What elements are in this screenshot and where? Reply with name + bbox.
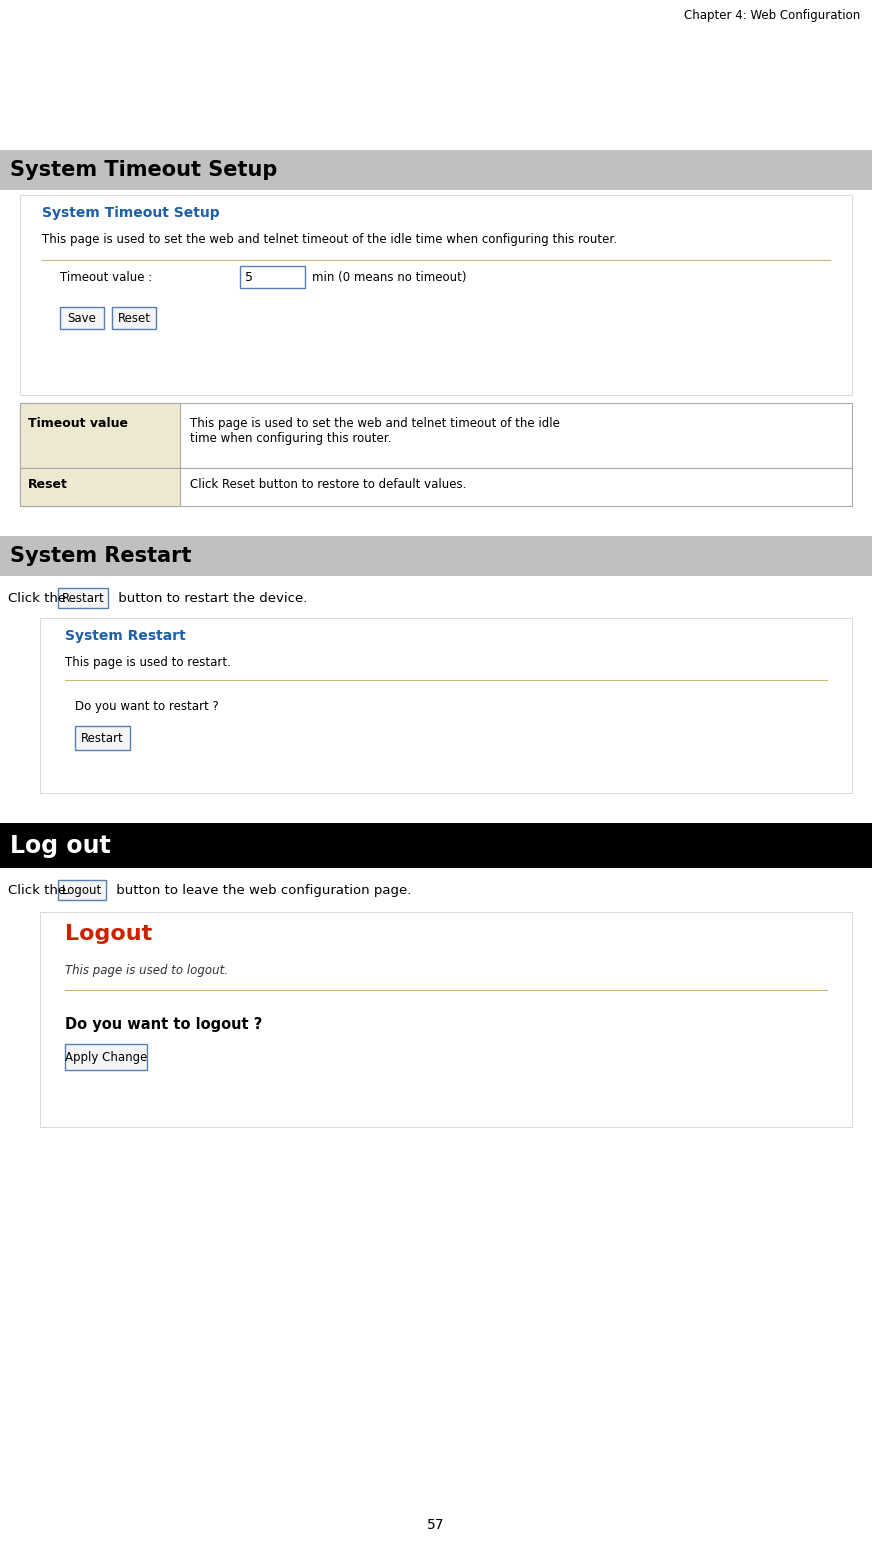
Text: Timeout value: Timeout value — [28, 417, 128, 431]
Text: Timeout value :: Timeout value : — [60, 271, 153, 283]
Text: This page is used to set the web and telnet timeout of the idle time when config: This page is used to set the web and tel… — [42, 233, 617, 246]
Bar — [112, 306, 156, 330]
Bar — [20, 403, 180, 468]
Text: Do you want to logout ?: Do you want to logout ? — [65, 1017, 262, 1031]
Text: Logout: Logout — [62, 883, 102, 897]
Bar — [240, 266, 305, 288]
Text: Click Reset button to restore to default values.: Click Reset button to restore to default… — [190, 477, 467, 491]
Text: System Restart: System Restart — [10, 546, 192, 566]
Text: Click the: Click the — [8, 883, 71, 897]
Text: Reset: Reset — [118, 311, 151, 325]
Text: Logout: Logout — [65, 924, 153, 944]
Text: button to restart the device.: button to restart the device. — [114, 591, 307, 605]
Bar — [20, 403, 852, 468]
Text: 57: 57 — [427, 1518, 445, 1532]
Bar — [20, 194, 852, 395]
Bar — [0, 536, 872, 575]
Bar — [0, 823, 872, 868]
Bar — [40, 617, 852, 793]
Bar — [40, 911, 852, 1127]
Text: Do you want to restart ?: Do you want to restart ? — [75, 700, 219, 712]
Text: Chapter 4: Web Configuration: Chapter 4: Web Configuration — [684, 8, 860, 22]
Text: min (0 means no timeout): min (0 means no timeout) — [312, 271, 467, 283]
Text: Click the: Click the — [8, 591, 71, 605]
Text: button to leave the web configuration page.: button to leave the web configuration pa… — [112, 883, 412, 897]
Bar — [60, 306, 104, 330]
Bar — [65, 1043, 147, 1070]
Bar — [75, 726, 130, 750]
Text: This page is used to logout.: This page is used to logout. — [65, 964, 228, 977]
Bar — [20, 468, 180, 505]
Text: This page is used to set the web and telnet timeout of the idle
time when config: This page is used to set the web and tel… — [190, 417, 560, 445]
Text: System Restart: System Restart — [65, 630, 186, 644]
Text: Reset: Reset — [28, 477, 68, 491]
Text: Save: Save — [67, 311, 97, 325]
Text: System Timeout Setup: System Timeout Setup — [10, 160, 277, 180]
Bar — [58, 588, 108, 608]
Bar — [58, 880, 106, 900]
Text: Restart: Restart — [81, 731, 124, 745]
Text: This page is used to restart.: This page is used to restart. — [65, 656, 231, 669]
Text: 5: 5 — [245, 271, 253, 283]
Text: Log out: Log out — [10, 833, 111, 857]
Bar — [0, 149, 872, 190]
Text: System Timeout Setup: System Timeout Setup — [42, 205, 220, 219]
Text: Apply Change: Apply Change — [65, 1051, 147, 1064]
Bar — [20, 468, 852, 505]
Text: Restart: Restart — [62, 591, 105, 605]
